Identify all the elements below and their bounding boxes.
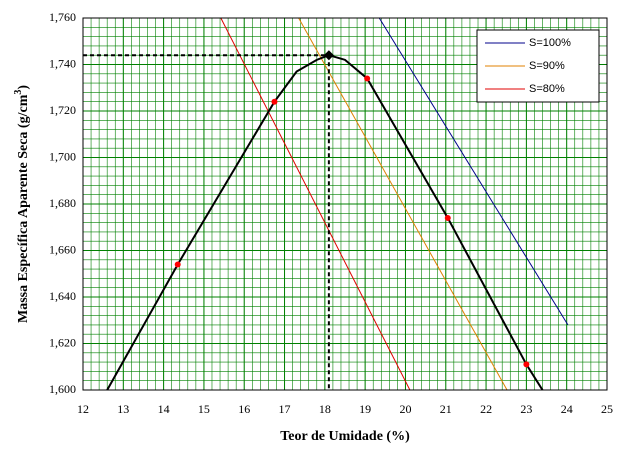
x-tick-label: 19	[359, 402, 371, 416]
data-point	[174, 261, 181, 268]
x-axis-title: Teor de Umidade (%)	[280, 429, 410, 444]
saturation-line	[298, 18, 508, 390]
y-tick-label: 1,660	[49, 242, 76, 256]
y-tick-label: 1,740	[49, 56, 76, 70]
x-tick-label: 20	[399, 402, 411, 416]
y-axis-title-text: Massa Específica Aparente Seca (g/cm	[16, 94, 31, 323]
x-tick-label: 18	[319, 402, 331, 416]
data-point	[523, 361, 530, 368]
y-axis-title-end: )	[16, 85, 31, 90]
x-tick-label: 21	[440, 402, 452, 416]
x-tick-label: 17	[279, 402, 291, 416]
data-point	[364, 75, 371, 82]
max-point	[323, 50, 334, 61]
legend-label: S=80%	[529, 83, 565, 95]
x-tick-label: 15	[198, 402, 210, 416]
legend-label: S=90%	[529, 60, 565, 72]
y-tick-label: 1,720	[49, 103, 76, 117]
x-tick-label: 25	[601, 402, 613, 416]
legend-label: S=100%	[529, 37, 571, 49]
saturation-line	[378, 18, 569, 326]
x-tick-label: 24	[561, 402, 573, 416]
x-tick-label: 23	[520, 402, 532, 416]
data-point	[444, 214, 451, 221]
y-tick-label: 1,640	[49, 289, 76, 303]
y-tick-label: 1,760	[49, 10, 76, 24]
y-tick-label: 1,620	[49, 335, 76, 349]
y-axis-title-sup: 3	[13, 90, 24, 95]
y-tick-label: 1,700	[49, 149, 76, 163]
x-tick-label: 13	[117, 402, 129, 416]
x-tick-label: 14	[158, 402, 170, 416]
saturation-line	[220, 18, 411, 390]
y-tick-label: 1,600	[49, 382, 76, 396]
x-tick-label: 22	[480, 402, 492, 416]
y-axis-title: Massa Específica Aparente Seca (g/cm3)	[13, 85, 31, 323]
y-tick-label: 1,680	[49, 196, 76, 210]
x-tick-label: 12	[77, 402, 89, 416]
data-point	[271, 98, 278, 105]
x-tick-label: 16	[238, 402, 250, 416]
plot-border	[82, 17, 608, 391]
